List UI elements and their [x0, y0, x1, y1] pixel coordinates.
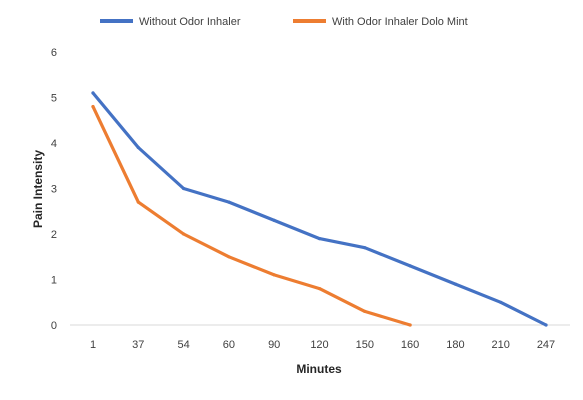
- x-tick-label: 1: [90, 339, 96, 351]
- data-point: [317, 287, 322, 291]
- x-tick-label: 210: [492, 339, 510, 351]
- x-tick-label: 180: [446, 339, 464, 351]
- data-point: [272, 218, 276, 222]
- y-tick-label: 2: [51, 229, 57, 241]
- legend: Without Odor Inhaler With Odor Inhaler D…: [100, 16, 468, 28]
- data-point: [272, 273, 276, 277]
- x-tick-label: 247: [537, 339, 555, 351]
- y-tick-label: 3: [51, 184, 57, 196]
- x-tick-label: 150: [356, 339, 374, 351]
- data-point: [408, 264, 412, 268]
- y-tick-label: 6: [51, 47, 57, 59]
- x-tick-label: 37: [132, 339, 144, 351]
- series-lines: [91, 91, 548, 327]
- y-axis-title: Pain Intensity: [31, 150, 45, 228]
- data-point: [453, 282, 457, 286]
- x-tick-label: 90: [268, 339, 280, 351]
- legend-label-with-odor-inhaler-dolo-mint: With Odor Inhaler Dolo Mint: [332, 16, 468, 28]
- data-point: [227, 255, 231, 259]
- data-point: [363, 246, 367, 250]
- data-point: [136, 200, 140, 204]
- x-tick-label: 54: [177, 339, 189, 351]
- y-tick-label: 0: [51, 320, 57, 332]
- legend-label-without-odor-inhaler: Without Odor Inhaler: [139, 16, 241, 28]
- x-tick-label: 160: [401, 339, 419, 351]
- data-point: [182, 186, 186, 191]
- data-point: [91, 105, 95, 109]
- data-point: [182, 232, 186, 236]
- data-point: [544, 323, 548, 327]
- data-point: [136, 145, 140, 150]
- data-point: [227, 200, 231, 204]
- data-point: [499, 300, 503, 304]
- y-axis-tick-labels: 0 1 2 3 4 5 6: [51, 47, 57, 332]
- y-tick-label: 5: [51, 93, 57, 105]
- data-point: [408, 323, 412, 327]
- data-point: [91, 91, 95, 95]
- x-tick-label: 60: [223, 339, 235, 351]
- x-axis-title: Minutes: [296, 362, 342, 376]
- y-tick-label: 4: [51, 138, 57, 150]
- x-axis-tick-labels: 1 37 54 60 90 120 150 160 180 210 247: [90, 339, 555, 351]
- series-line-with-odor-inhaler-dolo-mint: [91, 104, 412, 327]
- data-point: [363, 309, 367, 313]
- x-tick-label: 120: [310, 339, 328, 351]
- data-point: [317, 237, 322, 241]
- y-tick-label: 1: [51, 275, 57, 287]
